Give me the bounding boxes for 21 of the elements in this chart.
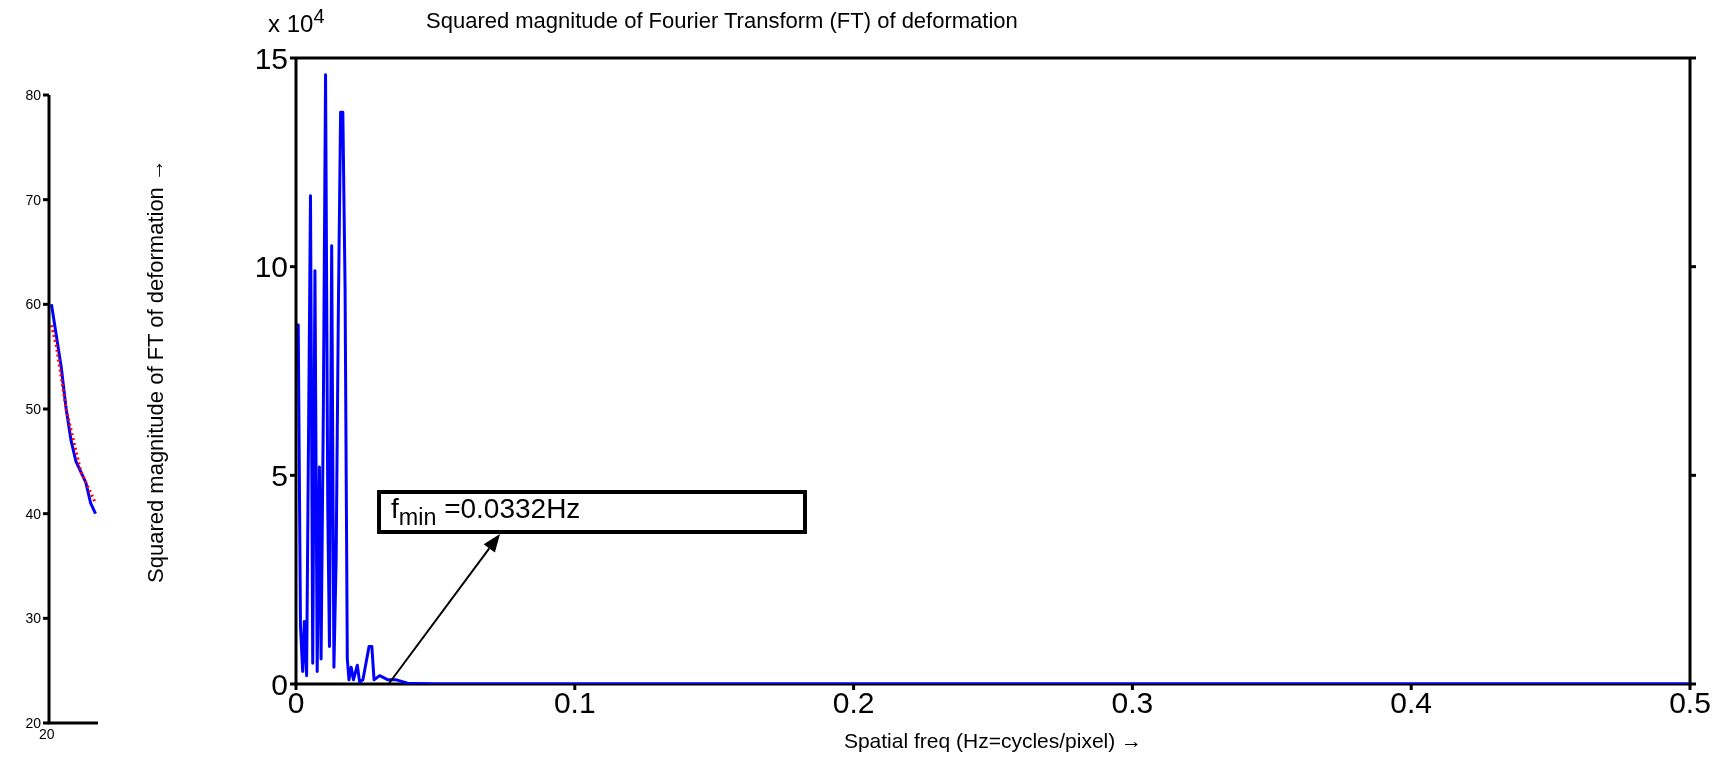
x-tick-label: 0.5 xyxy=(1669,686,1711,720)
y-tick-label: 30 xyxy=(25,610,42,627)
text: 20 xyxy=(39,726,55,742)
annotation: f$_{min}$ =0.0332Hz xyxy=(391,493,581,531)
y-tick-label: 80 xyxy=(25,86,42,103)
chart-title: Squared magnitude of Fourier Transform (FT) of deformation xyxy=(426,8,1018,34)
y-tick-label: 40 xyxy=(25,505,42,522)
x-tick-label: 0.1 xyxy=(553,686,596,720)
y-tick-label: 70 xyxy=(25,191,42,208)
y-tick-label: 60 xyxy=(25,296,42,313)
y-tick-label: 20 xyxy=(25,714,42,731)
x-tick-label: 0.4 xyxy=(1390,686,1433,720)
x-tick-label: 0.3 xyxy=(1111,686,1154,720)
y-tick-label: 50 xyxy=(25,400,42,417)
y-tick-label: 15 xyxy=(254,41,288,75)
y-axis-title: Squared magnitude of FT of deformation → xyxy=(142,159,168,583)
y-tick-label: 10 xyxy=(254,250,288,284)
x-tick-label: 0.2 xyxy=(832,686,875,720)
y-tick-label: 5 xyxy=(271,458,288,492)
x-axis-title: Spatial freq (Hz=cycles/pixel) → xyxy=(843,729,1143,752)
text: x 10$^{4}$ xyxy=(268,5,325,38)
